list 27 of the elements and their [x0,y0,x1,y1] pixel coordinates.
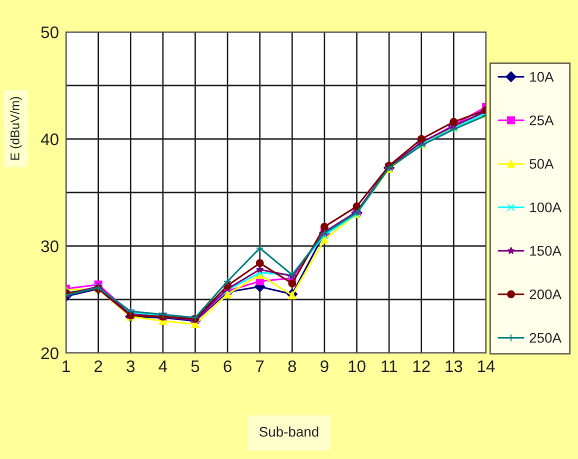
x-tick-label: 12 [413,360,430,372]
y-tick-label: 20 [41,347,58,360]
x-tick-label: 3 [126,360,135,372]
x-tick-label: 9 [320,360,328,372]
x-tick-label: 6 [224,360,232,372]
legend-label: 200A [530,289,562,300]
legend-label: 25A [530,115,554,126]
legend-label: 50A [530,158,554,169]
legend-label: 150A [530,246,562,256]
legend-label: 10A [530,72,554,82]
y-tick-label: 50 [41,26,58,38]
x-tick-label: 13 [446,360,462,372]
x-tick-label: 4 [158,360,168,372]
x-tick-label: 8 [288,360,296,372]
y-tick-label: 40 [40,133,58,146]
x-axis-title: Sub-band [260,426,318,437]
y-tick-label: 30 [41,240,58,252]
x-tick-label: 1 [62,360,70,372]
x-tick-label: 2 [94,360,102,372]
legend-label: 250A [530,332,562,343]
x-tick-label: 14 [478,360,495,372]
x-tick-label: 11 [382,360,397,372]
x-tick-label: 10 [348,360,366,372]
x-tick-label: 5 [191,360,200,372]
y-axis-title: E (dBuV/m) [10,96,22,160]
legend-label: 100A [530,202,562,212]
x-tick-label: 7 [256,360,264,372]
